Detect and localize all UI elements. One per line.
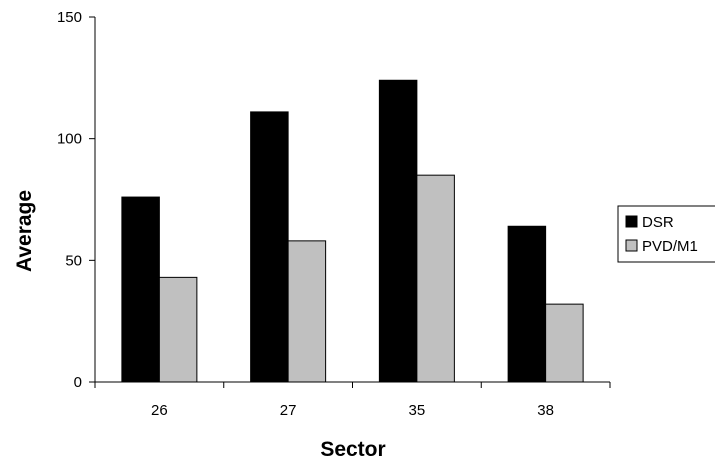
x-axis-title: Sector: [320, 438, 385, 461]
legend-box: [617, 205, 715, 263]
legend-label: DSR: [642, 214, 674, 231]
y-axis: 0 50 100 150: [57, 9, 96, 391]
bars: [121, 79, 584, 383]
bar-dsr-27: [250, 111, 289, 383]
bar-pvd-m1-27: [287, 240, 327, 383]
x-axis: 26 27 35 38: [94, 381, 611, 419]
y-tick-label: 150: [57, 9, 82, 26]
y-tick-label: 50: [65, 252, 82, 269]
legend-swatch: [625, 215, 638, 228]
legend-swatch: [625, 239, 638, 252]
bar-pvd-m1-35: [416, 174, 455, 383]
legend: DSR PVD/M1: [617, 205, 715, 263]
x-tick-label: 38: [537, 402, 554, 419]
x-tick-label: 26: [151, 402, 168, 419]
legend-label: PVD/M1: [642, 238, 698, 255]
x-tick-label: 27: [280, 402, 297, 419]
x-tick-label: 35: [409, 402, 426, 419]
bar-pvd-m1-38: [545, 303, 584, 383]
bar-dsr-35: [378, 79, 418, 383]
bar-pvd-m1-26: [158, 276, 198, 383]
y-tick-label: 0: [74, 374, 82, 391]
y-tick-label: 100: [57, 131, 82, 148]
bar-dsr-26: [121, 196, 160, 383]
bar-dsr-38: [507, 225, 547, 383]
y-axis-title: Average: [13, 190, 36, 272]
